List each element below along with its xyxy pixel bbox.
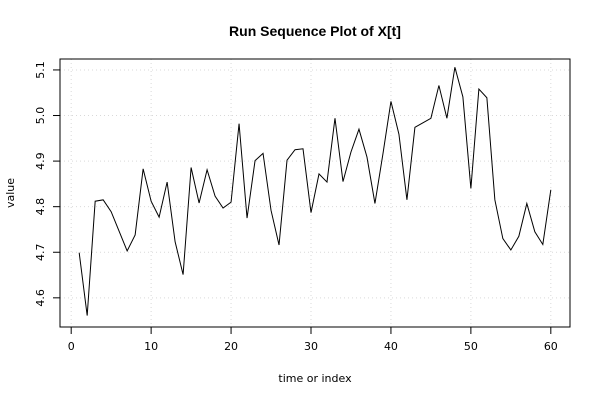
y-tick-label: 4.8	[34, 198, 47, 216]
plot-frame	[59, 58, 571, 328]
x-tick-label: 10	[144, 340, 158, 353]
grid-lines	[60, 59, 570, 327]
x-tick-label: 20	[224, 340, 238, 353]
y-tick-label: 4.6	[34, 289, 47, 307]
y-tick-label: 5.1	[34, 61, 47, 79]
x-axis: 0 10 20 30 40 50 60	[68, 327, 558, 353]
series-line	[78, 67, 552, 316]
x-tick-label: 0	[68, 340, 75, 353]
data-series	[78, 67, 552, 316]
x-tick-label: 30	[304, 340, 318, 353]
chart-title: Run Sequence Plot of X[t]	[229, 23, 401, 39]
x-tick-label: 40	[384, 340, 398, 353]
x-tick-label: 50	[464, 340, 478, 353]
y-axis-label: value	[4, 178, 17, 208]
x-axis-label: time or index	[278, 372, 352, 385]
y-tick-label: 4.7	[34, 244, 47, 262]
x-tick-label: 60	[544, 340, 558, 353]
y-tick-label: 4.9	[34, 152, 47, 170]
y-tick-label: 5.0	[34, 107, 47, 125]
y-axis: 4.6 4.7 4.8 4.9 5.0 5.1	[34, 61, 60, 307]
